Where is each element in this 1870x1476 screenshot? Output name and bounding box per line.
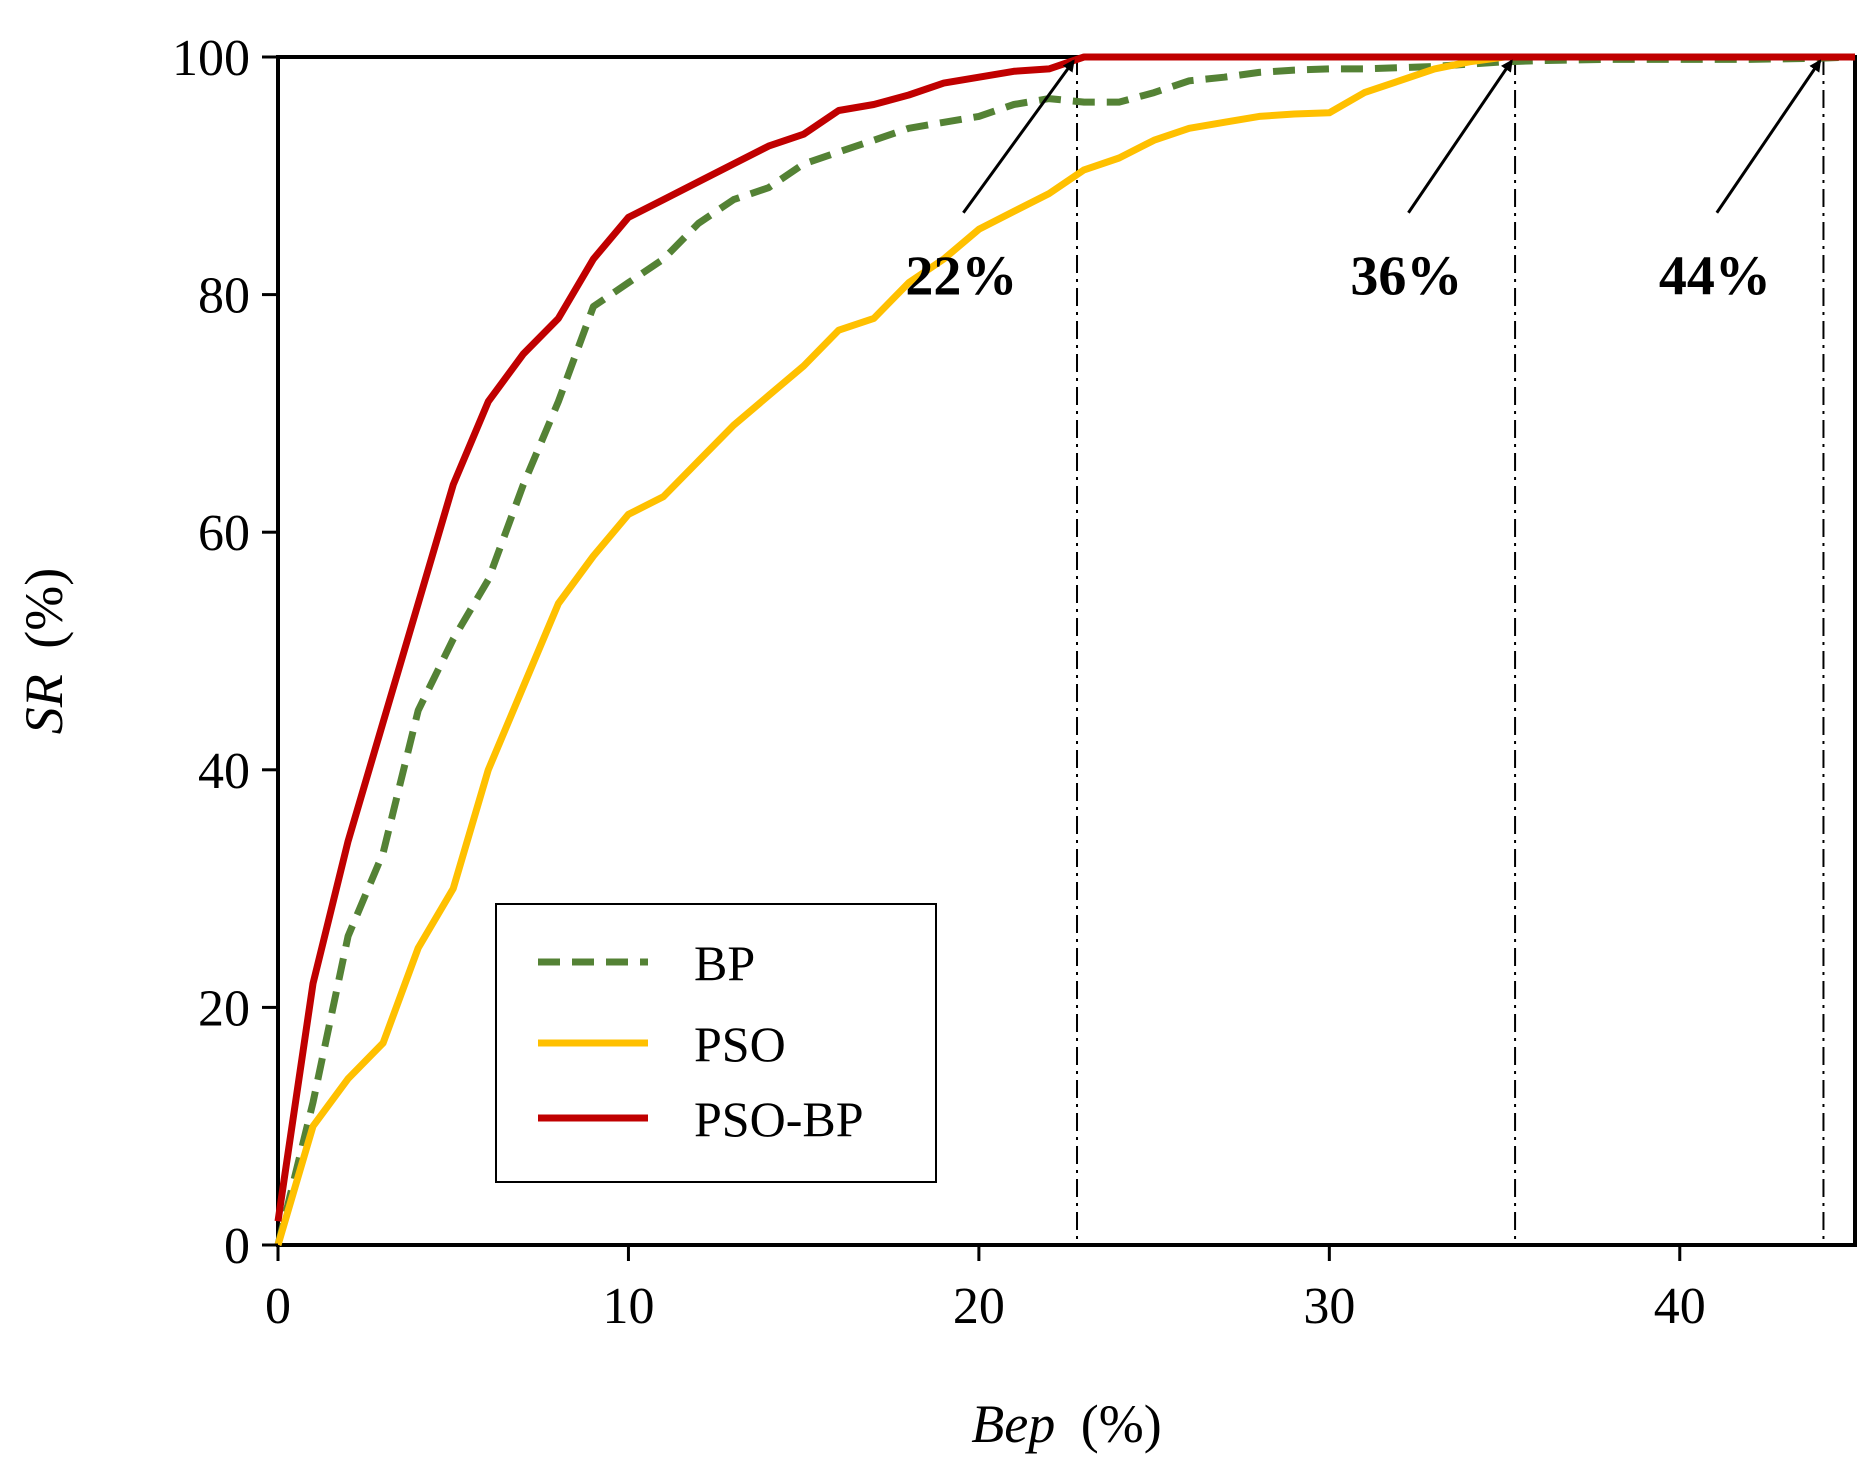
axis-layer: 0 10 20 30 40 0 20 40 60 80 100 [172,30,1706,1335]
legend-label-bp: BP [694,935,755,991]
annotation-layer: 22% 36% 44% [905,59,1822,308]
x-tick-label: 30 [1303,1278,1355,1335]
x-tick-label: 10 [602,1278,654,1335]
y-axis-var: SR [14,674,74,734]
x-tick-label: 0 [265,1278,291,1335]
y-tick-label: 80 [198,268,250,325]
y-tick-label: 40 [198,743,250,800]
annotation-arrow-1 [1407,59,1513,214]
y-axis-title: SR (%) [14,568,74,734]
series-line-pso [274,53,1855,1246]
x-tick-label: 40 [1654,1278,1706,1335]
series-line-bp [274,53,1856,1246]
annotation-label-2: 44% [1659,246,1771,308]
x-axis-var: Bep [971,1394,1055,1454]
y-axis-unit: (%) [14,568,74,649]
annotation-label-1: 36% [1350,246,1462,308]
y-tick-label: 100 [172,30,250,87]
series-layer [274,53,1856,1246]
y-tick-label: 60 [198,505,250,562]
vlines-layer [1076,57,1825,1245]
series-line-pso-bp [274,53,1855,1222]
annotation-arrow-0 [962,59,1075,214]
x-tick-label: 20 [953,1278,1005,1335]
y-tick-label: 0 [224,1218,250,1275]
x-axis-title: Bep (%) [971,1394,1161,1454]
y-tick-label: 20 [198,980,250,1037]
annotation-label-0: 22% [905,246,1017,308]
annotation-arrow-2 [1715,59,1822,214]
legend: BP PSO PSO-BP [495,903,937,1183]
legend-label-pso-bp: PSO-BP [694,1091,864,1147]
legend-label-pso: PSO [694,1016,786,1072]
x-axis-unit: (%) [1081,1394,1162,1454]
plot-frame [276,55,1857,1247]
